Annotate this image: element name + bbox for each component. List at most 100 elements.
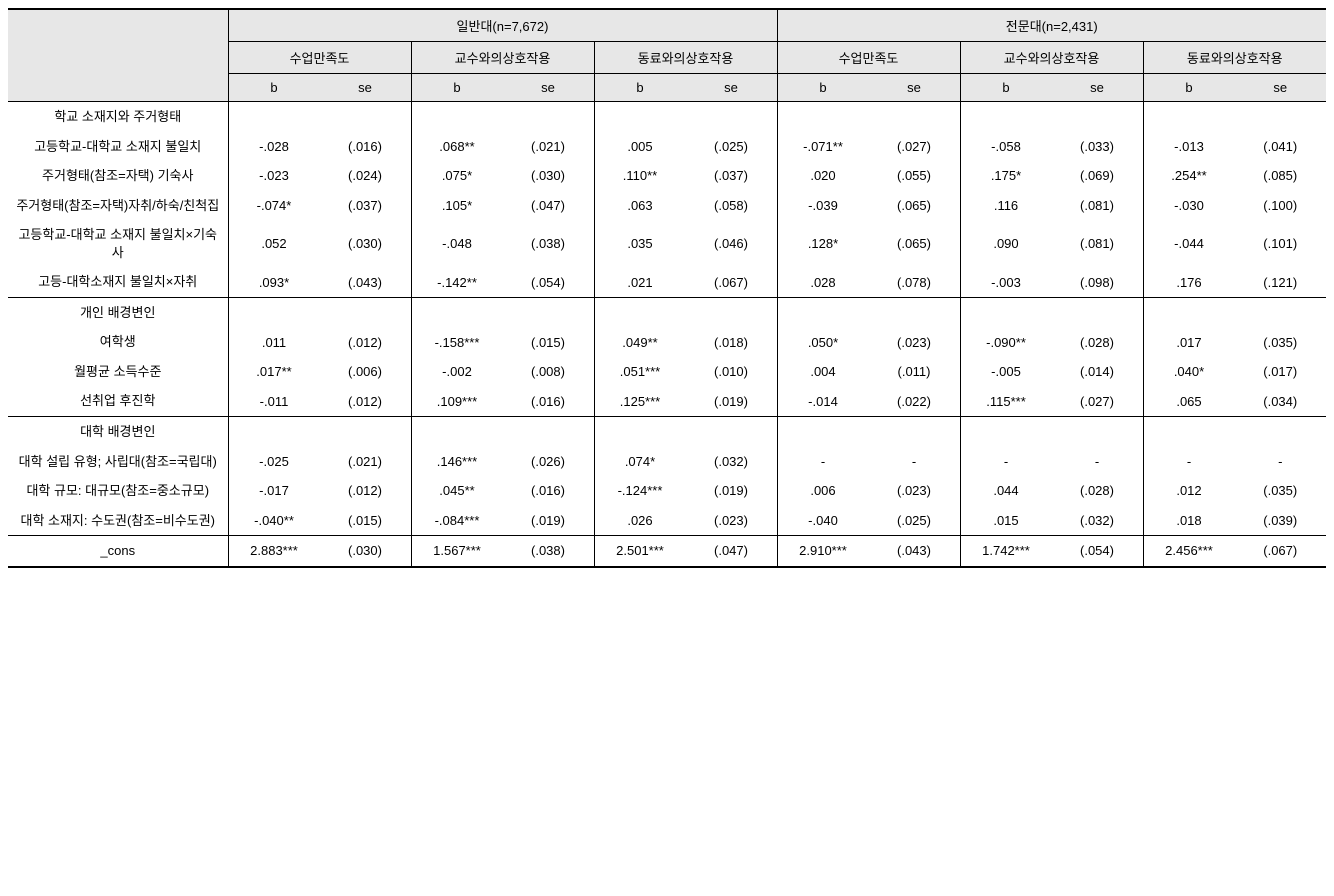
cell-value: -.017 xyxy=(228,476,320,506)
cell-value: (.034) xyxy=(1235,386,1327,416)
statcol-header: se xyxy=(320,74,412,102)
cell-value: .045** xyxy=(411,476,503,506)
subgroup-header: 교수와의상호작용 xyxy=(411,42,594,74)
cell-value: .175* xyxy=(960,161,1052,191)
cell-value: (.008) xyxy=(503,357,595,387)
cell-empty xyxy=(411,297,503,327)
cell-empty xyxy=(777,417,869,447)
cell-empty xyxy=(228,417,320,447)
cell-value: (.043) xyxy=(320,267,412,297)
cell-value: -.028 xyxy=(228,132,320,162)
cell-value: -.025 xyxy=(228,447,320,477)
cell-value: (.067) xyxy=(1235,536,1327,567)
cell-value: (.015) xyxy=(320,506,412,536)
cell-empty xyxy=(960,102,1052,132)
table-row: 주거형태(참조=자택) 기숙사-.023(.024).075*(.030).11… xyxy=(8,161,1326,191)
row-label: 대학 설립 유형; 사립대(참조=국립대) xyxy=(8,447,228,477)
cell-value: (.043) xyxy=(869,536,961,567)
cell-value: - xyxy=(777,447,869,477)
cell-value: (.028) xyxy=(1052,327,1144,357)
cell-value: - xyxy=(1052,447,1144,477)
cell-value: .012 xyxy=(1143,476,1235,506)
cell-value: .052 xyxy=(228,220,320,267)
cell-value: (.035) xyxy=(1235,476,1327,506)
cell-value: -.003 xyxy=(960,267,1052,297)
cell-value: (.037) xyxy=(686,161,778,191)
subgroup-header: 동료와의상호작용 xyxy=(594,42,777,74)
cell-value: .035 xyxy=(594,220,686,267)
statcol-header: b xyxy=(228,74,320,102)
statcol-header: b xyxy=(594,74,686,102)
cell-value: (.030) xyxy=(320,536,412,567)
table-row: 대학 설립 유형; 사립대(참조=국립대)-.025(.021).146***(… xyxy=(8,447,1326,477)
statcol-header: se xyxy=(869,74,961,102)
cell-value: (.023) xyxy=(686,506,778,536)
cell-value: .115*** xyxy=(960,386,1052,416)
cell-value: (.024) xyxy=(320,161,412,191)
cell-value: -.084*** xyxy=(411,506,503,536)
table-row: 선취업 후진학-.011(.012).109***(.016).125***(.… xyxy=(8,386,1326,416)
cell-value: (.065) xyxy=(869,191,961,221)
cell-empty xyxy=(1143,102,1235,132)
cell-value: (.058) xyxy=(686,191,778,221)
subgroup-header: 수업만족도 xyxy=(228,42,411,74)
row-label: 대학 소재지: 수도권(참조=비수도권) xyxy=(8,506,228,536)
cell-value: -.030 xyxy=(1143,191,1235,221)
cell-value: -.039 xyxy=(777,191,869,221)
cell-value: (.033) xyxy=(1052,132,1144,162)
cell-value: (.030) xyxy=(320,220,412,267)
cell-value: (.078) xyxy=(869,267,961,297)
cell-value: (.038) xyxy=(503,536,595,567)
row-label: 고등-대학소재지 불일치×자취 xyxy=(8,267,228,297)
cell-value: -.090** xyxy=(960,327,1052,357)
cell-value: (.025) xyxy=(869,506,961,536)
cell-value: -.023 xyxy=(228,161,320,191)
header-blank xyxy=(8,9,228,102)
cell-value: .021 xyxy=(594,267,686,297)
cell-empty xyxy=(503,417,595,447)
cell-value: (.047) xyxy=(503,191,595,221)
cell-value: .050* xyxy=(777,327,869,357)
subgroup-header: 동료와의상호작용 xyxy=(1143,42,1326,74)
cell-value: (.027) xyxy=(1052,386,1144,416)
cell-value: .128* xyxy=(777,220,869,267)
cell-value: - xyxy=(1235,447,1327,477)
cell-empty xyxy=(594,102,686,132)
cell-empty xyxy=(1235,297,1327,327)
cell-empty xyxy=(869,417,961,447)
cell-value: .017 xyxy=(1143,327,1235,357)
row-label: 주거형태(참조=자택)자취/하숙/친척집 xyxy=(8,191,228,221)
cell-value: .026 xyxy=(594,506,686,536)
statcol-header: se xyxy=(1235,74,1327,102)
cell-empty xyxy=(320,417,412,447)
cell-value: 2.910*** xyxy=(777,536,869,567)
statcol-header: b xyxy=(411,74,503,102)
cell-value: 2.456*** xyxy=(1143,536,1235,567)
cell-value: .065 xyxy=(1143,386,1235,416)
cell-value: .044 xyxy=(960,476,1052,506)
cell-value: -.074* xyxy=(228,191,320,221)
table-row: _cons2.883***(.030)1.567***(.038)2.501**… xyxy=(8,536,1326,567)
cell-empty xyxy=(1052,417,1144,447)
cell-value: .090 xyxy=(960,220,1052,267)
row-label: 대학 규모: 대규모(참조=중소규모) xyxy=(8,476,228,506)
cell-empty xyxy=(777,297,869,327)
cell-empty xyxy=(228,102,320,132)
cell-value: (.016) xyxy=(320,132,412,162)
cell-empty xyxy=(320,102,412,132)
cell-value: .040* xyxy=(1143,357,1235,387)
cell-value: (.022) xyxy=(869,386,961,416)
cell-value: .093* xyxy=(228,267,320,297)
cell-value: (.032) xyxy=(686,447,778,477)
cell-value: (.012) xyxy=(320,476,412,506)
cell-value: (.032) xyxy=(1052,506,1144,536)
cell-value: .105* xyxy=(411,191,503,221)
cell-value: .006 xyxy=(777,476,869,506)
cell-value: (.017) xyxy=(1235,357,1327,387)
cell-empty xyxy=(686,417,778,447)
table-header: 일반대(n=7,672) 전문대(n=2,431) 수업만족도 교수와의상호작용… xyxy=(8,9,1326,102)
cell-value: -.044 xyxy=(1143,220,1235,267)
section-header-label: 대학 배경변인 xyxy=(8,417,228,447)
row-label: 월평균 소득수준 xyxy=(8,357,228,387)
cell-value: .110** xyxy=(594,161,686,191)
